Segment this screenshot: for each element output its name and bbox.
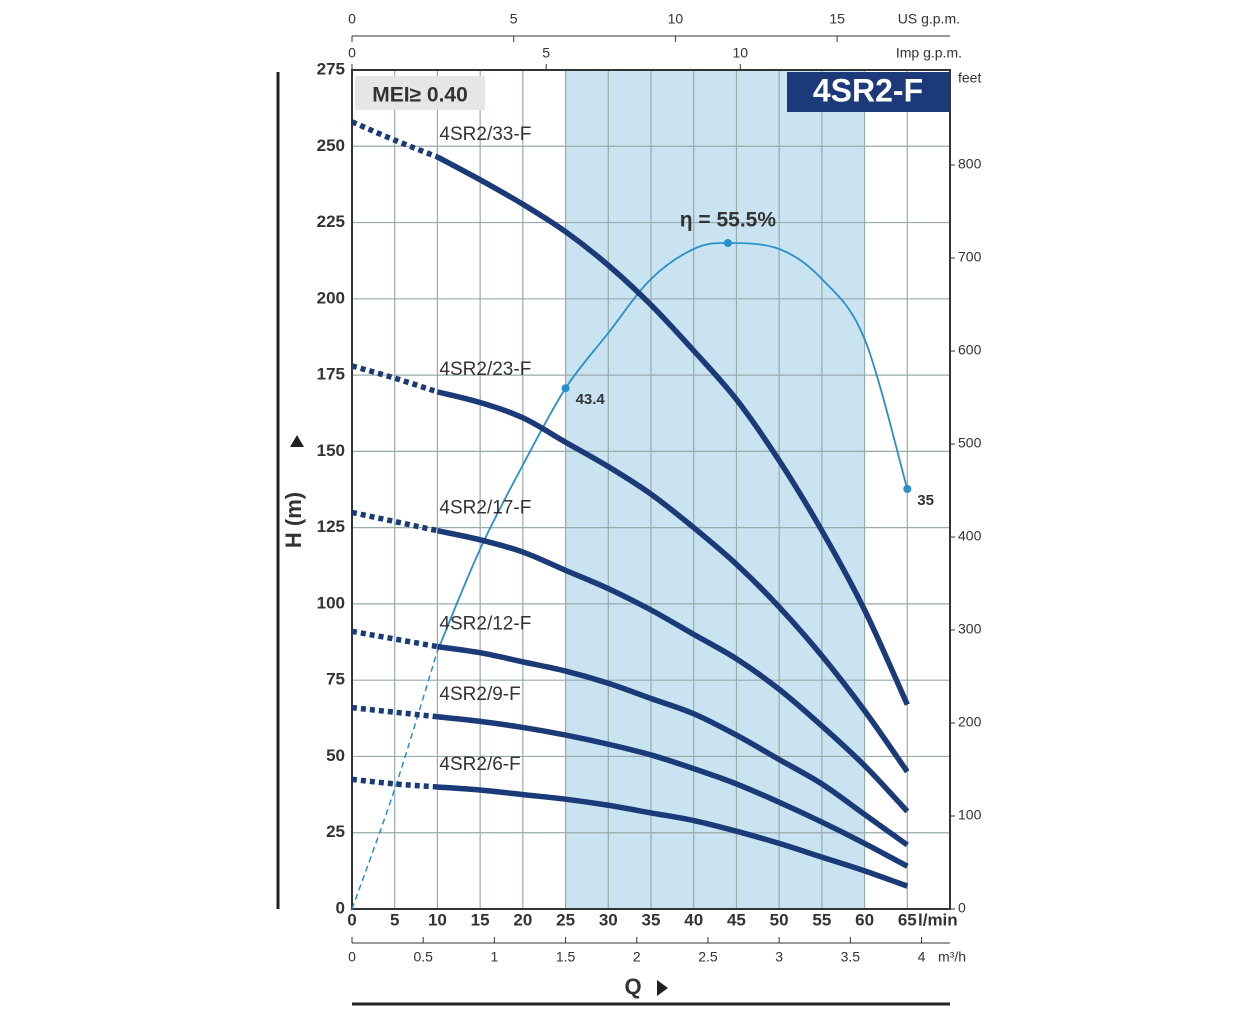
- pump-curve: [436, 154, 910, 706]
- pump-curve: [436, 527, 910, 814]
- secondary-tick-label: 4: [918, 949, 926, 965]
- secondary-axis-label: m³/h: [938, 949, 966, 965]
- efficiency-point: [723, 239, 732, 247]
- secondary-tick-label: 10: [733, 45, 749, 61]
- series-label: 4SR2/23-F: [439, 359, 531, 380]
- pump-curve: [351, 509, 439, 534]
- efficiency-point: [903, 485, 912, 493]
- x-tick-label: 25: [556, 910, 575, 929]
- x-arrow: [657, 980, 668, 996]
- y-tick-label: 25: [326, 822, 345, 841]
- x-tick-label: 45: [727, 910, 746, 929]
- y-tick-label: 175: [317, 365, 345, 384]
- y2-tick-label: 700: [958, 249, 982, 265]
- pump-curve: [437, 643, 909, 848]
- efficiency-label: 43.4: [576, 391, 606, 408]
- y2-tick-label: 100: [958, 807, 982, 823]
- pump-curve: [351, 363, 439, 395]
- efficiency-line: [436, 242, 909, 652]
- x-tick-label: 50: [770, 910, 789, 929]
- y2-tick-label: 500: [958, 435, 982, 451]
- x-tick-label: 20: [513, 910, 532, 929]
- x-tick-label: 0: [347, 910, 356, 929]
- y2-tick-label: 200: [958, 714, 982, 730]
- secondary-axis-label: Imp g.p.m.: [896, 45, 962, 61]
- y-tick-label: 50: [326, 746, 345, 765]
- x-tick-label: 30: [599, 910, 618, 929]
- efficiency-label: 35: [917, 492, 934, 509]
- x-tick-label: 15: [471, 910, 490, 929]
- y2-tick-label: 600: [958, 342, 982, 358]
- x-tick-label: 10: [428, 910, 447, 929]
- secondary-tick-label: 0.5: [413, 949, 433, 965]
- pump-curve: [350, 119, 439, 160]
- secondary-tick-label: 2: [633, 949, 641, 965]
- x-tick-label: 65: [898, 910, 917, 929]
- efficiency-point: [561, 384, 570, 393]
- efficiency-label: η = 55.5%: [680, 209, 777, 232]
- y-tick-label: 75: [326, 670, 345, 689]
- y2-tick-label: 300: [958, 621, 982, 637]
- secondary-tick-label: 2.5: [698, 949, 718, 965]
- series-label: 4SR2/9-F: [439, 684, 520, 705]
- y-tick-label: 125: [317, 517, 345, 536]
- shaded-range: [565, 70, 865, 909]
- secondary-tick-label: 10: [668, 11, 684, 27]
- badge: MEI≥ 0.40: [372, 84, 468, 107]
- title-box: [787, 72, 950, 112]
- series-label: 4SR2/12-F: [439, 614, 531, 635]
- series-label: 4SR2/17-F: [439, 498, 531, 519]
- y-tick-label: 250: [317, 136, 345, 155]
- pump-curve: [436, 389, 910, 774]
- y-axis-label: H (m): [281, 492, 306, 548]
- x-unit: l/min: [918, 910, 958, 929]
- x-tick-label: 40: [684, 910, 703, 929]
- y2-tick-label: 0: [958, 900, 966, 916]
- x-tick-label: 5: [390, 910, 399, 929]
- secondary-tick-label: 5: [510, 11, 518, 27]
- y2-tick-label: 800: [958, 156, 982, 172]
- secondary-axis-label: US g.p.m.: [898, 11, 960, 27]
- y2-tick-label: 400: [958, 528, 982, 544]
- secondary-tick-label: 15: [829, 11, 845, 27]
- x-tick-label: 60: [855, 910, 874, 929]
- secondary-tick-label: 0: [348, 11, 356, 27]
- series-label: 4SR2/6-F: [439, 754, 520, 775]
- secondary-tick-label: 3.5: [841, 949, 861, 965]
- secondary-tick-label: 1.5: [556, 949, 576, 965]
- y-tick-label: 200: [317, 288, 345, 307]
- y-tick-label: 0: [336, 898, 345, 917]
- y-tick-label: 100: [317, 593, 345, 612]
- x-axis-label: Q: [624, 974, 641, 999]
- x-tick-label: 35: [642, 910, 661, 929]
- pump-curve: [437, 784, 909, 889]
- secondary-tick-label: 0: [348, 45, 356, 61]
- series-label: 4SR2/33-F: [439, 124, 531, 145]
- y2-axis-label: feet: [958, 70, 981, 86]
- chart-title: 4SR2-F: [813, 72, 923, 108]
- secondary-tick-label: 5: [542, 45, 550, 61]
- x-tick-label: 55: [812, 910, 831, 929]
- y-tick-label: 225: [317, 212, 345, 231]
- secondary-tick-label: 1: [490, 949, 498, 965]
- pump-curve: [437, 714, 909, 869]
- badge-box: [355, 76, 485, 110]
- pump-curve: [351, 704, 438, 720]
- y-tick-label: 150: [317, 441, 345, 460]
- y-tick-label: 275: [317, 59, 345, 78]
- pump-curve: [351, 776, 438, 790]
- y-arrow: [290, 435, 304, 447]
- secondary-tick-label: 0: [348, 949, 356, 965]
- pump-curve: [351, 628, 438, 650]
- secondary-tick-label: 3: [775, 949, 783, 965]
- plot-area: [351, 69, 950, 910]
- efficiency-line: [351, 650, 439, 910]
